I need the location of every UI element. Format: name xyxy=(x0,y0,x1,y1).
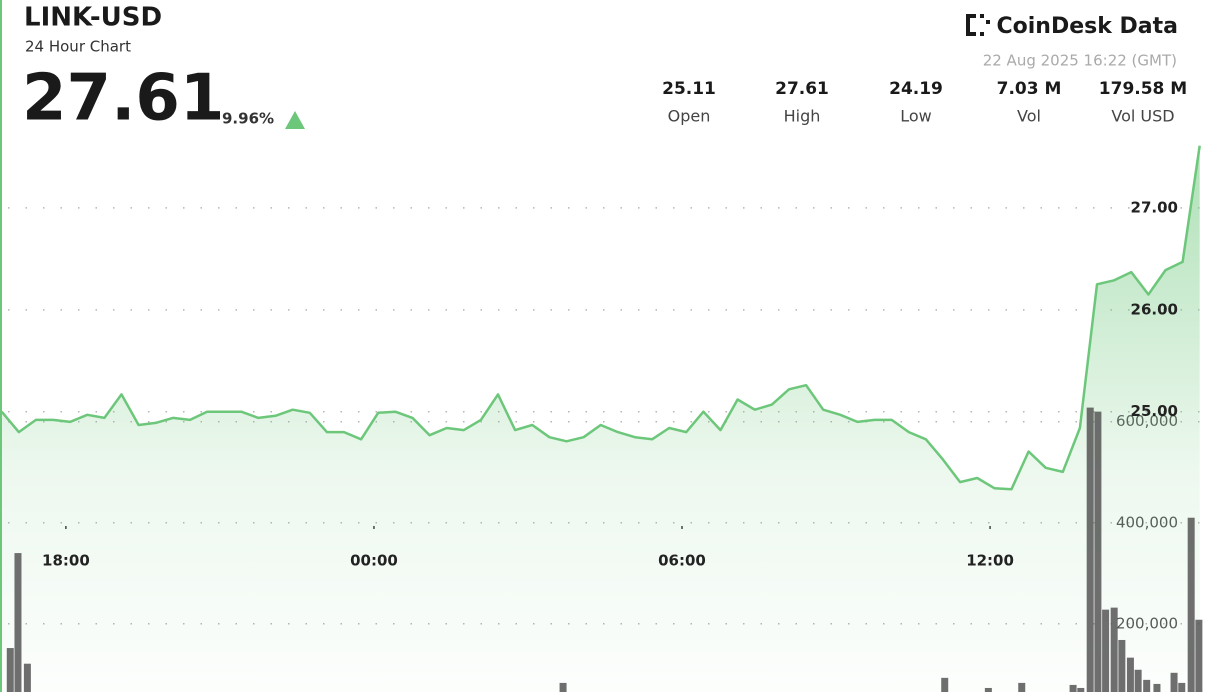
brand-logo xyxy=(966,14,990,36)
volume-bar xyxy=(1143,679,1151,692)
volume-bar xyxy=(984,687,992,692)
volume-bar xyxy=(1134,669,1142,692)
volume-bar xyxy=(1153,683,1161,692)
volume-bar xyxy=(1195,619,1203,692)
timestamp: 22 Aug 2025 16:22 (GMT) xyxy=(983,52,1177,70)
volume-bar xyxy=(1102,609,1110,692)
y-tick-label: 25.00 xyxy=(1131,402,1178,420)
volume-bar xyxy=(559,682,567,692)
volume-bar xyxy=(1178,682,1186,692)
left-accent xyxy=(0,0,2,692)
stat-label: Low xyxy=(900,107,932,126)
volume-bar xyxy=(23,663,31,692)
y-tick-label: 26.00 xyxy=(1131,300,1178,318)
price: 27.61 xyxy=(22,62,224,136)
stat-value: 25.11 xyxy=(662,79,716,99)
volume-bar xyxy=(941,677,949,692)
x-tick-label: 12:00 xyxy=(966,552,1014,570)
volume-bar xyxy=(1187,517,1195,692)
subtitle: 24 Hour Chart xyxy=(25,38,131,56)
x-tick-label: 18:00 xyxy=(42,552,90,570)
volume-bar xyxy=(1086,407,1094,692)
up-arrow xyxy=(285,111,305,129)
volume-bar xyxy=(6,648,14,692)
stat-value: 24.19 xyxy=(889,79,943,99)
volume-bar xyxy=(1069,684,1077,692)
stat-label: Vol USD xyxy=(1111,107,1174,126)
y-tick-label: 27.00 xyxy=(1131,198,1178,216)
stat-value: 27.61 xyxy=(775,79,829,99)
volume-bar xyxy=(1126,657,1134,692)
price-area xyxy=(1,145,1200,692)
volume-bar xyxy=(1018,682,1026,692)
volume-bar xyxy=(1094,411,1102,692)
price-line xyxy=(0,145,1201,491)
stat-label: Open xyxy=(668,107,711,126)
x-tick-label: 06:00 xyxy=(658,552,706,570)
brand: CoinDesk Data xyxy=(997,14,1179,39)
title: LINK-USD xyxy=(24,3,162,33)
volume-bar xyxy=(14,553,22,692)
volume-bar xyxy=(1170,672,1178,692)
stat-label: Vol xyxy=(1017,107,1041,126)
stat-value: 179.58 M xyxy=(1099,79,1187,99)
volume-bar xyxy=(1110,607,1118,692)
volume-bar xyxy=(1118,639,1126,692)
change: 9.96% xyxy=(222,110,274,128)
volume-bar xyxy=(1077,687,1085,692)
stat-label: High xyxy=(784,107,821,126)
stat-value: 7.03 M xyxy=(997,79,1062,99)
x-tick-label: 00:00 xyxy=(350,552,398,570)
